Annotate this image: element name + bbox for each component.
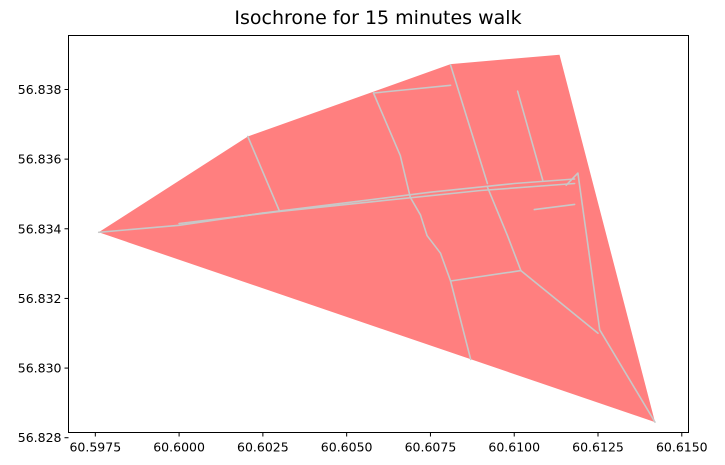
y-tick-label: 56.832	[18, 291, 62, 306]
street-line	[372, 84, 452, 94]
street-line	[486, 186, 522, 272]
street-line	[225, 212, 264, 220]
x-tick-label: 60.6125	[572, 440, 624, 455]
plot-frame	[68, 35, 689, 433]
map-data-layer	[97, 54, 656, 423]
x-tick-label: 60.5975	[69, 440, 121, 455]
street-line	[533, 203, 576, 211]
x-tick-label: 60.6075	[405, 440, 457, 455]
x-tick-label: 60.6050	[321, 440, 373, 455]
x-tick-label: 60.6100	[488, 440, 540, 455]
street-line	[247, 135, 281, 213]
street-line	[97, 178, 576, 234]
isochrone-polygon	[98, 54, 655, 423]
y-tick-label: 56.830	[18, 361, 62, 376]
chart-title: Isochrone for 15 minutes walk	[234, 7, 521, 29]
y-tick-label: 56.828	[18, 430, 62, 445]
street-line	[449, 64, 489, 185]
x-tick-label: 60.6150	[656, 440, 708, 455]
y-tick-label: 56.836	[18, 152, 62, 167]
street-line	[565, 172, 656, 423]
y-tick-label: 56.838	[18, 82, 62, 97]
axes: 60.5975 60.6000 60.6025 60.6050 60.6075 60.61…	[18, 82, 708, 455]
street-line	[372, 92, 472, 361]
x-tick-label: 60.6025	[237, 440, 289, 455]
street-line	[516, 90, 544, 181]
x-tick-label: 60.6000	[153, 440, 205, 455]
y-tick-label: 56.834	[18, 221, 62, 236]
